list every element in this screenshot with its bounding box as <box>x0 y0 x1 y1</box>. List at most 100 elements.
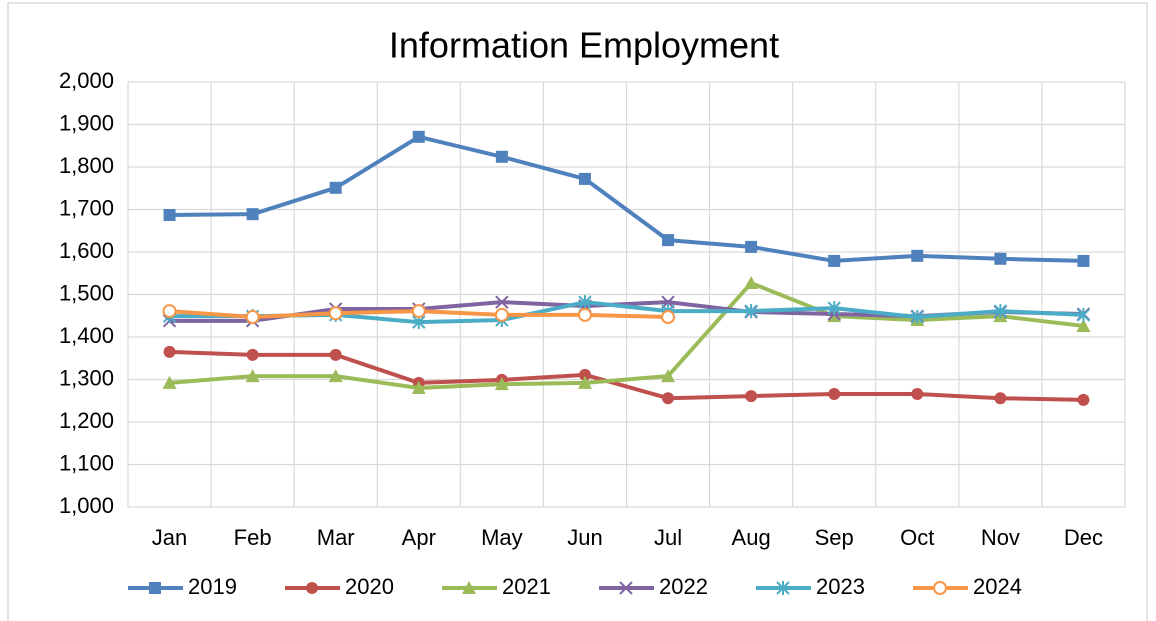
marker <box>411 304 426 319</box>
marker-shape <box>578 172 591 185</box>
marker-shape <box>910 310 924 325</box>
chart-title: Information Employment <box>389 25 779 66</box>
marker <box>162 304 177 319</box>
marker-shape <box>328 369 343 383</box>
marker-shape <box>828 387 841 400</box>
marker <box>462 581 476 594</box>
legend-label: 2024 <box>973 574 1022 599</box>
marker <box>828 254 841 267</box>
marker <box>494 377 509 391</box>
marker-shape <box>1077 393 1090 406</box>
marker <box>245 310 260 325</box>
marker <box>993 304 1008 319</box>
marker-shape <box>661 369 676 383</box>
marker-shape <box>411 304 426 319</box>
marker-shape <box>1077 254 1090 267</box>
marker-shape <box>1076 318 1091 332</box>
marker-shape <box>994 252 1007 265</box>
marker-shape <box>578 295 592 310</box>
x-tick-label: Aug <box>732 525 771 550</box>
marker <box>329 348 342 361</box>
legend-label: 2020 <box>345 574 394 599</box>
marker <box>163 209 176 222</box>
marker <box>494 307 509 322</box>
marker-shape <box>329 348 342 361</box>
marker <box>1077 393 1090 406</box>
legend-label: 2023 <box>816 574 865 599</box>
marker <box>744 304 758 319</box>
y-tick-label: 1,200 <box>59 408 114 433</box>
y-tick-label: 1,300 <box>59 365 114 390</box>
y-tick-label: 1,800 <box>59 153 114 178</box>
marker <box>1077 254 1090 267</box>
marker-shape <box>933 581 947 595</box>
marker <box>328 306 343 321</box>
marker <box>911 249 924 262</box>
marker <box>828 387 841 400</box>
marker <box>744 276 759 290</box>
marker-shape <box>245 310 260 325</box>
marker-shape <box>462 581 476 594</box>
marker-shape <box>911 249 924 262</box>
marker-shape <box>827 301 841 316</box>
marker-shape <box>911 387 924 400</box>
y-tick-label: 1,700 <box>59 195 114 220</box>
marker <box>994 392 1007 405</box>
marker <box>578 295 592 310</box>
marker <box>149 582 161 594</box>
marker-shape <box>661 310 676 325</box>
marker-shape <box>162 304 177 319</box>
marker-shape <box>745 390 758 403</box>
marker <box>245 369 260 383</box>
marker <box>661 310 676 325</box>
marker <box>329 181 342 194</box>
x-tick-label: Nov <box>981 525 1020 550</box>
marker <box>911 387 924 400</box>
marker <box>306 582 318 594</box>
marker-shape <box>245 369 260 383</box>
y-tick-label: 1,000 <box>59 493 114 518</box>
legend-label: 2019 <box>188 574 237 599</box>
marker-shape <box>329 181 342 194</box>
marker <box>577 375 592 389</box>
marker-shape <box>306 582 318 594</box>
marker <box>163 345 176 358</box>
marker <box>745 240 758 253</box>
series-line <box>169 134 1084 263</box>
x-tick-label: Jan <box>152 525 187 550</box>
marker-shape <box>246 348 259 361</box>
marker-shape <box>994 392 1007 405</box>
marker <box>578 368 591 381</box>
marker <box>495 150 508 163</box>
y-tick-label: 1,900 <box>59 110 114 135</box>
marker-shape <box>744 304 758 319</box>
marker <box>662 392 675 405</box>
legend-label: 2022 <box>659 574 708 599</box>
marker-shape <box>744 276 759 290</box>
marker <box>246 208 259 221</box>
marker <box>412 130 425 143</box>
marker <box>661 369 676 383</box>
marker-shape <box>328 306 343 321</box>
marker-shape <box>776 581 790 595</box>
y-tick-label: 1,100 <box>59 450 114 475</box>
x-tick-label: Apr <box>402 525 436 550</box>
marker <box>619 581 633 595</box>
x-tick-label: May <box>481 525 523 550</box>
y-tick-label: 1,400 <box>59 323 114 348</box>
marker-shape <box>495 150 508 163</box>
marker-shape <box>494 307 509 322</box>
marker <box>495 295 509 309</box>
y-tick-label: 2,000 <box>59 68 114 93</box>
marker <box>162 375 177 389</box>
x-tick-label: Feb <box>234 525 272 550</box>
marker-shape <box>828 254 841 267</box>
marker <box>411 381 426 394</box>
x-tick-label: Oct <box>900 525 934 550</box>
marker-shape <box>412 130 425 143</box>
marker-shape <box>577 375 592 389</box>
marker <box>827 301 841 316</box>
x-tick-label: Sep <box>815 525 854 550</box>
series-line <box>169 281 1084 390</box>
